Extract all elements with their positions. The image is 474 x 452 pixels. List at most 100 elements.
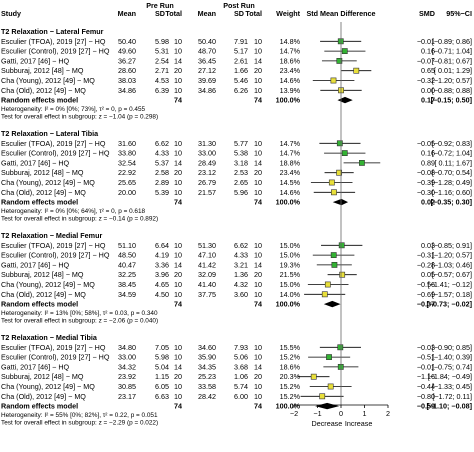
post-sd: 3.18 xyxy=(234,158,248,167)
post-mean: 27.12 xyxy=(198,66,216,75)
weight: 19.3% xyxy=(280,260,301,269)
pooled-diamond xyxy=(337,96,353,104)
x-tick-label: 0 xyxy=(339,409,343,418)
pooled-weight: 100.0% xyxy=(276,300,301,309)
pre-total: 10 xyxy=(174,139,182,148)
pre-mean: 36.27 xyxy=(118,56,136,65)
post-sd: 5.77 xyxy=(234,139,248,148)
pooled-ci: [−0.73; −0.02] xyxy=(426,300,472,309)
pre-mean: 51.10 xyxy=(118,241,136,250)
smd-value: −0.01 xyxy=(417,362,435,371)
study-label: Subburaj, 2012 [48] − MQ xyxy=(1,270,84,279)
ci-value: [ 0.11; 1.67] xyxy=(435,158,472,167)
overall-effect-text: Test for overall effect in subgroup: z =… xyxy=(1,318,158,325)
study-label: Gatti, 2017 [46] − HQ xyxy=(1,362,70,371)
pre-total: 20 xyxy=(174,66,182,75)
effect-marker xyxy=(338,242,345,249)
pre-mean: 34.59 xyxy=(118,290,136,299)
post-sd: 3.68 xyxy=(234,362,248,371)
post-mean: 32.09 xyxy=(198,270,216,279)
pre-mean: 28.60 xyxy=(118,66,136,75)
pooled-pre-total: 74 xyxy=(174,96,182,105)
x-label-decrease: Decrease xyxy=(312,419,343,428)
pre-sd: 4.33 xyxy=(155,149,169,158)
pre-mean: 38.45 xyxy=(118,280,136,289)
effect-marker xyxy=(339,271,346,278)
pre-mean: 33.00 xyxy=(118,353,136,362)
effect-marker xyxy=(327,383,334,390)
ci-value: [−0.70; 0.54] xyxy=(432,168,472,177)
header-post-run: Post Run xyxy=(223,1,255,10)
post-total: 10 xyxy=(254,241,262,250)
ci-value: [−1.16; 0.60] xyxy=(432,188,472,197)
pre-total: 10 xyxy=(174,86,182,95)
pre-mean: 34.32 xyxy=(118,362,136,371)
study-label: Esculier (Control), 2019 [27] − HQ xyxy=(1,47,110,56)
pooled-diamond xyxy=(332,198,349,206)
post-sd: 4.33 xyxy=(234,251,248,260)
post-sd: 1.66 xyxy=(234,66,248,75)
pooled-pre-total: 74 xyxy=(174,198,182,207)
ci-value: [−0.89; 0.86] xyxy=(432,37,472,46)
study-label: Gatti, 2017 [46] − HQ xyxy=(1,260,70,269)
post-total: 20 xyxy=(254,168,262,177)
ci-value: [−1.33; 0.45] xyxy=(432,382,472,391)
weight: 23.4% xyxy=(280,66,301,75)
effect-marker xyxy=(330,77,337,84)
post-mean: 31.30 xyxy=(198,139,216,148)
study-label: Esculier (Control), 2019 [27] − HQ xyxy=(1,149,110,158)
pre-sd: 4.65 xyxy=(155,280,169,289)
smd-value: 0.03 xyxy=(421,241,435,250)
post-total: 10 xyxy=(254,178,262,187)
pre-mean: 22.92 xyxy=(118,168,136,177)
ci-value: [−1.28; 0.49] xyxy=(432,178,472,187)
post-mean: 33.00 xyxy=(198,149,216,158)
pre-mean: 23.92 xyxy=(118,372,136,381)
pre-sd: 4.50 xyxy=(155,290,169,299)
pooled-pre-total: 74 xyxy=(174,402,182,411)
post-mean: 51.30 xyxy=(198,241,216,250)
weight: 15.5% xyxy=(280,343,301,352)
pooled-smd: −0.37 xyxy=(417,300,435,309)
post-mean: 33.58 xyxy=(198,382,216,391)
x-tick-label: 1 xyxy=(363,409,367,418)
smd-value: −0.51 xyxy=(417,353,435,362)
post-mean: 23.12 xyxy=(198,168,216,177)
study-label: Esculier (Control), 2019 [27] − HQ xyxy=(1,251,110,260)
smd-value: 0.00 xyxy=(421,86,435,95)
ci-value: [−0.72; 1.04] xyxy=(432,149,472,158)
pre-total: 10 xyxy=(174,178,182,187)
post-mean: 26.79 xyxy=(198,178,216,187)
pre-mean: 33.80 xyxy=(118,149,136,158)
pooled-pre-total: 74 xyxy=(174,300,182,309)
effect-marker xyxy=(341,150,348,156)
weight: 14.0% xyxy=(280,290,301,299)
heterogeneity-text: Heterogeneity: I² = 55% [0%; 82%], τ² = … xyxy=(1,412,158,419)
post-sd: 5.17 xyxy=(234,47,248,56)
pooled-ci: [−0.15; 0.50] xyxy=(431,96,472,105)
smd-value: −0.28 xyxy=(417,260,435,269)
pre-total: 10 xyxy=(174,241,182,250)
header-smd-plot: Std Mean Difference xyxy=(306,9,375,18)
post-sd: 7.91 xyxy=(234,37,248,46)
weight: 20.3% xyxy=(280,372,301,381)
ci-value: [−1.20; 0.57] xyxy=(432,251,472,260)
study-label: Cha (Young), 2012 [49] − MQ xyxy=(1,280,95,289)
post-mean: 41.40 xyxy=(198,280,216,289)
smd-value: −0.01 xyxy=(417,37,435,46)
pooled-weight: 100.0% xyxy=(276,96,301,105)
smd-value: −0.07 xyxy=(417,56,435,65)
effect-marker xyxy=(359,160,365,166)
weight: 14.7% xyxy=(280,47,301,56)
ci-value: [ 0.01; 1.29] xyxy=(434,66,472,75)
pooled-weight: 100.0% xyxy=(276,402,301,411)
pre-total: 20 xyxy=(174,372,182,381)
smd-value: 0.65 xyxy=(421,66,435,75)
pre-mean: 30.85 xyxy=(118,382,136,391)
heterogeneity-text: Heterogeneity: I² = 0% [0%; 64%], τ² = 0… xyxy=(1,208,146,215)
smd-value: −0.69 xyxy=(417,290,435,299)
post-total: 10 xyxy=(254,290,262,299)
smd-value: 0.05 xyxy=(421,270,435,279)
post-mean: 48.70 xyxy=(198,47,216,56)
pre-sd: 4.19 xyxy=(155,251,169,260)
